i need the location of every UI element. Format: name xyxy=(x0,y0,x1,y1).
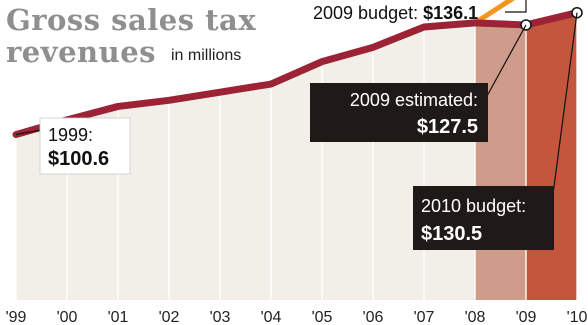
shade-2010-budget xyxy=(526,12,577,301)
x-tick-label-2: '01 xyxy=(108,309,129,325)
estimated-2009-connector xyxy=(486,24,527,97)
x-tick-label-3: '02 xyxy=(159,309,180,325)
chart-title-line1: Gross sales tax xyxy=(6,3,256,37)
chart-title-line2: revenues xyxy=(6,35,156,69)
revenue-line xyxy=(12,9,581,139)
units-label: in millions xyxy=(171,47,241,64)
x-tick-label-5: '04 xyxy=(261,309,282,325)
x-tick-label-1: '00 xyxy=(57,309,78,325)
estimated-2009-label: 2009 estimated: xyxy=(350,90,478,110)
budget-2010-label: 2010 budget: xyxy=(421,196,526,216)
budget-2010-box xyxy=(413,186,554,250)
budget-2009-label-text: 2009 budget: xyxy=(313,3,423,23)
budget-2010-connector xyxy=(552,12,578,195)
start-1999-box xyxy=(39,117,131,175)
x-tick-label-0: '99 xyxy=(6,309,27,325)
budget-2009-label: 2009 budget: $136.1 xyxy=(313,3,478,23)
annotation-layer: 2009 budget: $136.1 1999: $100.6 2009 estim… xyxy=(15,0,578,250)
x-tick-label-11: '10 xyxy=(567,309,588,325)
start-1999-label: 1999: xyxy=(48,125,93,145)
x-tick-label-9: '08 xyxy=(465,309,486,325)
x-tick-label-8: '07 xyxy=(414,309,435,325)
start-1999-value: $100.6 xyxy=(48,148,109,170)
x-tick-label-6: '05 xyxy=(312,309,333,325)
budget-2009-line xyxy=(472,0,515,26)
estimated-2009-box xyxy=(310,83,488,142)
x-axis-ticks: '99 '00 '01 '02 '03 '04 '05 '06 '07 '08 '09 '10 xyxy=(6,309,588,325)
x-tick-label-4: '03 xyxy=(210,309,231,325)
x-tick-label-7: '06 xyxy=(363,309,384,325)
budget-2010-value: $130.5 xyxy=(421,223,482,245)
budget-2009-value: $136.1 xyxy=(423,3,478,23)
x-tick-label-10: '09 xyxy=(516,309,537,325)
shade-2009-estimated xyxy=(475,22,526,301)
budget-2009-connector xyxy=(505,0,527,13)
estimated-2009-value: $127.5 xyxy=(417,116,478,138)
